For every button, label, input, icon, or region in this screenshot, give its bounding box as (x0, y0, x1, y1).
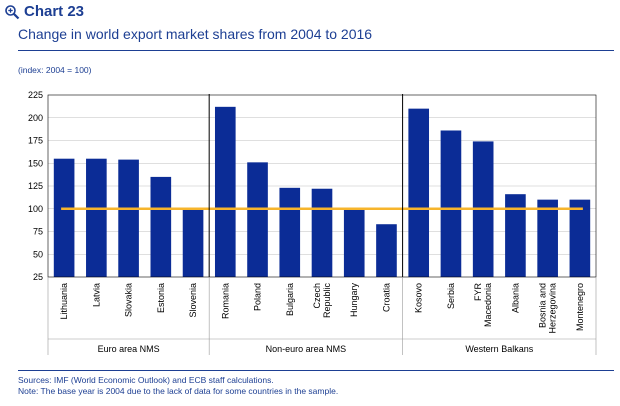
bar (53, 158, 75, 277)
x-tick-label-line: Slovenia (188, 283, 198, 318)
source-notes: Sources: IMF (World Economic Outlook) an… (18, 375, 338, 397)
bar (86, 158, 107, 277)
axis-layer: 25 50 75 100 125 150 175 200 225 (28, 90, 597, 355)
bar (537, 199, 558, 277)
bar (569, 199, 591, 277)
y-tick-label: 100 (28, 204, 43, 214)
x-tick-label-line: Serbia (446, 283, 456, 309)
bar (182, 208, 204, 277)
x-tick-label-line: Macedonia (483, 283, 493, 327)
bar (118, 159, 139, 277)
x-tick-label-line: Bulgaria (285, 283, 295, 316)
x-tick-label-line: Slovakia (124, 283, 134, 317)
bar (247, 162, 268, 277)
x-tick-label-line: Kosovo (414, 283, 424, 313)
chart-number: Chart 23 (4, 3, 84, 20)
x-tick-label: Albania (510, 283, 520, 313)
y-tick-label: 75 (33, 227, 43, 237)
bar (440, 130, 462, 277)
x-tick-label: Romania (220, 283, 230, 319)
bar (150, 176, 172, 277)
x-tick-label: Bulgaria (285, 283, 295, 316)
index-note: (index: 2004 = 100) (18, 65, 92, 75)
group-label: Western Balkans (465, 344, 533, 354)
y-tick-label: 50 (33, 249, 43, 259)
x-tick-label-line: Bosnia and (538, 283, 548, 328)
x-tick-label-line: Lithuania (59, 283, 69, 320)
x-tick-label-line: Croatia (381, 283, 391, 312)
bar-chart: 25 50 75 100 125 150 175 200 225 Lithuania Latvia… (28, 90, 597, 355)
x-tick-label: Poland (253, 283, 263, 311)
x-tick-label: Montenegro (575, 283, 585, 331)
label-layer: Lithuania Latvia Slovakia Estonia Slovenia Ro… (59, 282, 585, 354)
chart-title: Change in world export market shares fro… (18, 26, 373, 42)
x-tick-label: FYRMacedonia (473, 282, 493, 327)
x-tick-label-line: Albania (510, 283, 520, 313)
x-tick-label: Kosovo (414, 283, 424, 313)
x-tick-label-line: Herzegovina (548, 283, 558, 334)
x-tick-label: Lithuania (59, 283, 69, 320)
bar (279, 187, 301, 277)
sources-text: Sources: IMF (World Economic Outlook) an… (18, 375, 274, 385)
x-tick-label: Estonia (156, 283, 166, 313)
x-tick-label-line: Republic (322, 283, 332, 319)
bar (505, 194, 526, 277)
y-tick-label: 200 (28, 113, 43, 123)
x-tick-label: Bosnia andHerzegovina (538, 283, 558, 334)
note-text: Note: The base year is 2004 due to the l… (18, 386, 339, 396)
x-tick-label: Croatia (381, 283, 391, 312)
bar (311, 188, 333, 277)
x-tick-label: Hungary (349, 283, 359, 318)
bar (408, 108, 430, 278)
bar (343, 208, 365, 277)
x-tick-label-line: Romania (220, 283, 230, 319)
y-tick-label: 25 (33, 272, 43, 282)
group-label: Euro area NMS (98, 344, 160, 354)
bar-layer (53, 106, 591, 278)
y-tick-label: 150 (28, 158, 43, 168)
x-tick-label-line: Czech (312, 283, 322, 309)
x-tick-label-line: FYR (473, 282, 483, 301)
x-tick-label: Slovenia (188, 283, 198, 318)
chart-number-label: Chart 23 (24, 3, 85, 20)
x-tick-label: Latvia (91, 283, 101, 307)
x-tick-label-line: Montenegro (575, 283, 585, 331)
y-tick-label: 125 (28, 181, 43, 191)
header-divider (18, 50, 614, 51)
magnifier-icon[interactable] (4, 4, 20, 20)
x-tick-label: Slovakia (124, 283, 134, 317)
footer-divider (18, 370, 614, 371)
y-tick-label: 225 (28, 90, 43, 100)
x-tick-label-line: Poland (253, 283, 263, 311)
x-tick-label: CzechRepublic (312, 283, 332, 319)
bar (376, 224, 397, 277)
group-label: Non-euro area NMS (266, 344, 347, 354)
y-tick-label: 175 (28, 136, 43, 146)
x-tick-label: Serbia (446, 283, 456, 309)
plot-border (47, 94, 597, 278)
bar (214, 106, 236, 277)
x-tick-label-line: Latvia (91, 283, 101, 307)
x-tick-label-line: Estonia (156, 283, 166, 313)
x-tick-label-line: Hungary (349, 283, 359, 318)
